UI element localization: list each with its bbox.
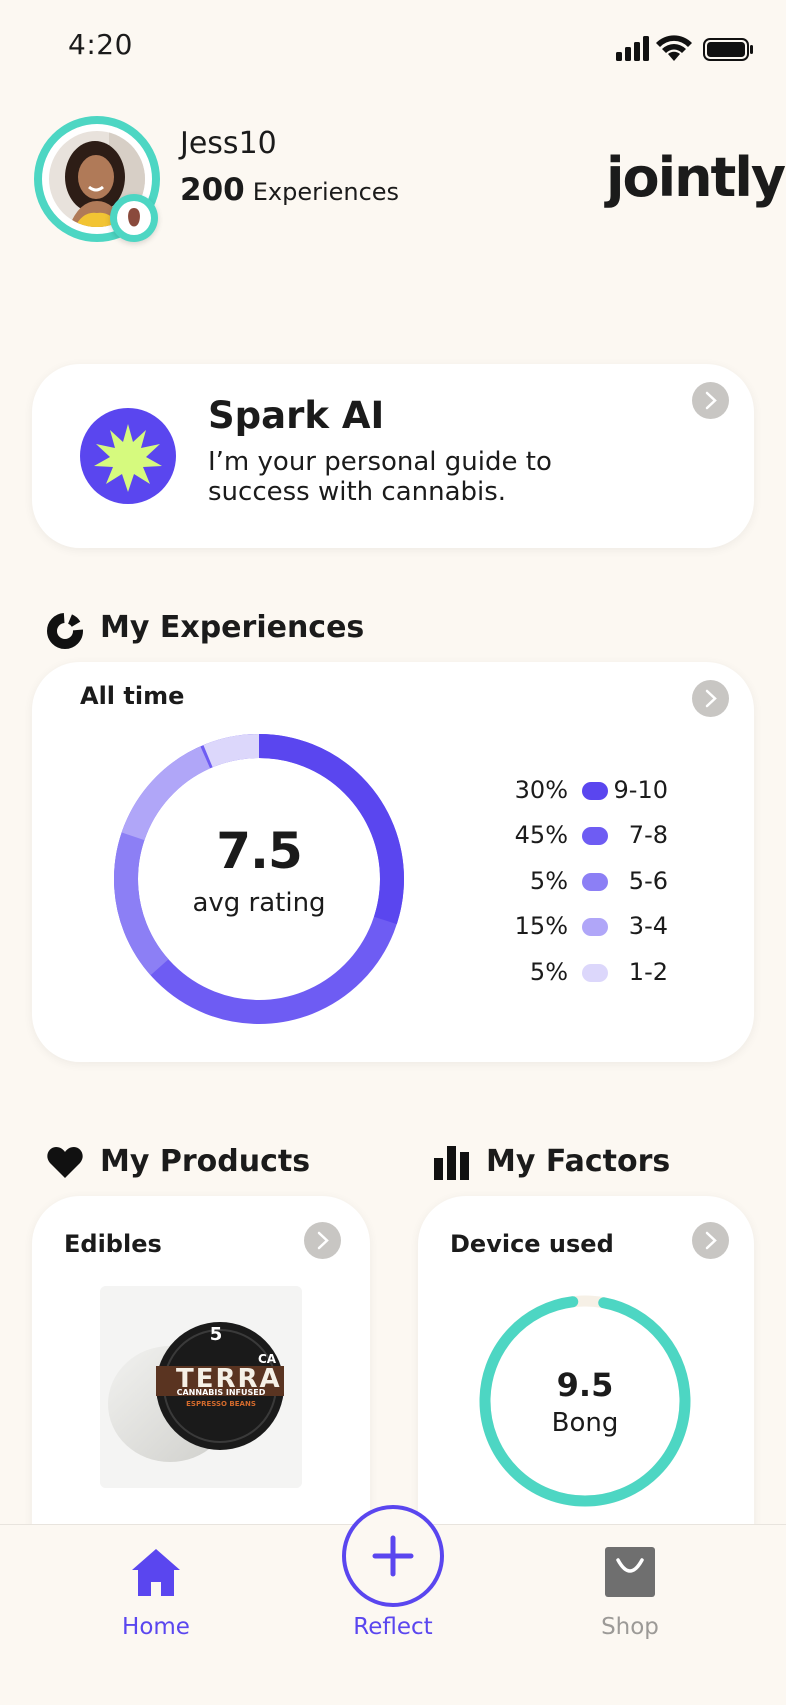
factors-card[interactable] bbox=[418, 1196, 754, 1576]
legend-range: 9-10 bbox=[613, 776, 668, 804]
legend-percent: 5% bbox=[529, 867, 568, 895]
experiences-chevron-icon[interactable] bbox=[692, 680, 729, 717]
product-line2: ESPRESSO BEANS bbox=[186, 1400, 256, 1408]
legend-percent: 30% bbox=[514, 776, 568, 804]
spark-title: Spark AI bbox=[208, 394, 385, 437]
nav-home-label: Home bbox=[122, 1614, 190, 1640]
my-factors-title: My Factors bbox=[486, 1144, 671, 1179]
avatar[interactable] bbox=[34, 116, 160, 242]
avatar-badge bbox=[110, 194, 158, 242]
product-brand: TERRA bbox=[176, 1364, 282, 1394]
legend-percent: 15% bbox=[514, 912, 568, 940]
username: Jess10 bbox=[180, 126, 277, 161]
avg-rating-value: 7.5 bbox=[216, 822, 303, 880]
experience-count-label: Experiences bbox=[252, 178, 400, 206]
factors-chevron-icon[interactable] bbox=[692, 1222, 729, 1259]
signal-icon bbox=[616, 36, 649, 61]
spark-icon bbox=[80, 408, 176, 504]
legend-item: 5% 5-6 bbox=[500, 863, 680, 899]
legend-range: 7-8 bbox=[628, 821, 668, 849]
avg-rating-label: avg rating bbox=[192, 888, 326, 918]
legend-swatch bbox=[582, 827, 608, 845]
battery-icon bbox=[703, 38, 753, 61]
nav-shop[interactable]: Shop bbox=[560, 1546, 700, 1656]
legend-swatch bbox=[582, 964, 608, 982]
time-filter[interactable]: All time bbox=[80, 682, 185, 710]
experience-count-value: 200 bbox=[180, 172, 245, 208]
my-products-title: My Products bbox=[100, 1144, 311, 1179]
rating-donut-chart bbox=[114, 734, 404, 1024]
product-category-label: Edibles bbox=[64, 1230, 162, 1258]
factor-value: 9.5 bbox=[556, 1366, 614, 1404]
products-chevron-icon[interactable] bbox=[304, 1222, 341, 1259]
shopping-bag-icon bbox=[605, 1547, 655, 1597]
legend-range: 3-4 bbox=[628, 912, 668, 940]
status-time: 4:20 bbox=[68, 28, 133, 61]
legend-range: 1-2 bbox=[628, 958, 668, 986]
legend-item: 45% 7-8 bbox=[500, 817, 680, 853]
factor-ring-chart bbox=[479, 1295, 691, 1507]
legend-swatch bbox=[582, 782, 608, 800]
spark-chevron-icon[interactable] bbox=[692, 382, 729, 419]
nav-home[interactable]: Home bbox=[86, 1546, 226, 1656]
factor-value-label: Bong bbox=[551, 1408, 619, 1438]
my-experiences-title: My Experiences bbox=[100, 610, 365, 645]
nav-reflect-label[interactable]: Reflect bbox=[353, 1614, 433, 1640]
legend-swatch bbox=[582, 873, 608, 891]
legend-percent: 45% bbox=[514, 821, 568, 849]
factor-label: Device used bbox=[450, 1230, 614, 1258]
legend-item: 15% 3-4 bbox=[500, 908, 680, 944]
legend-range: 5-6 bbox=[628, 867, 668, 895]
product-tin-icon bbox=[100, 1286, 302, 1488]
status-icons bbox=[616, 35, 753, 61]
nav-shop-label: Shop bbox=[601, 1614, 659, 1640]
legend-swatch bbox=[582, 918, 608, 936]
product-line1: CANNABIS INFUSED bbox=[176, 1388, 266, 1397]
heart-icon bbox=[47, 1147, 83, 1178]
experience-count: 200 Experiences bbox=[180, 172, 399, 208]
product-image[interactable] bbox=[100, 1286, 302, 1488]
reflect-button[interactable] bbox=[342, 1505, 444, 1607]
badge-icon bbox=[128, 208, 140, 227]
brand-logo: jointly bbox=[606, 146, 786, 209]
spark-description: I’m your personal guide to success with … bbox=[208, 447, 552, 507]
donut-chart-icon bbox=[47, 613, 83, 649]
legend-item: 5% 1-2 bbox=[500, 954, 680, 990]
bar-chart-icon bbox=[434, 1146, 469, 1180]
wifi-icon bbox=[656, 35, 692, 61]
product-strength: 5 bbox=[209, 1324, 223, 1345]
legend-percent: 5% bbox=[529, 958, 568, 986]
factor-ring-fill bbox=[479, 1295, 691, 1507]
product-badge: CA bbox=[258, 1352, 277, 1366]
plus-icon bbox=[372, 1535, 414, 1577]
legend-item: 30% 9-10 bbox=[500, 772, 680, 808]
home-icon bbox=[132, 1549, 180, 1596]
